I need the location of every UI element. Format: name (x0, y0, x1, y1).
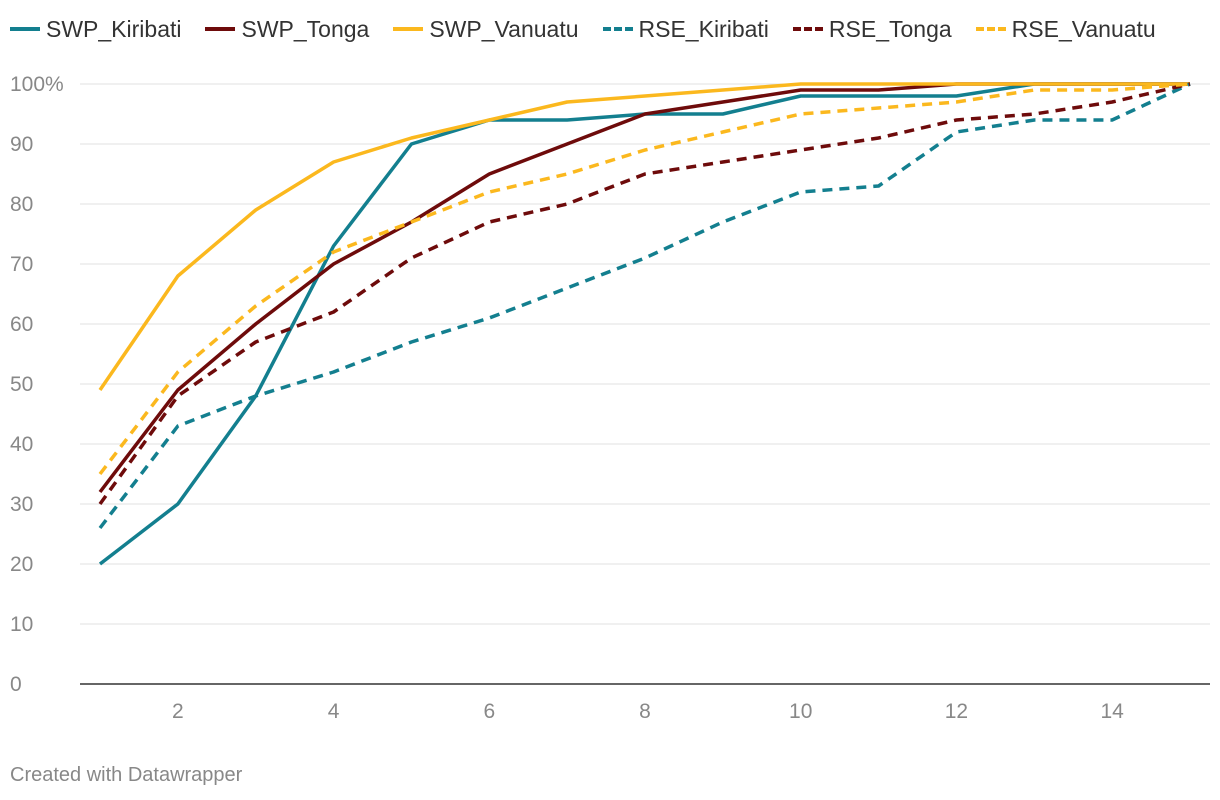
legend-swatch (393, 27, 424, 31)
legend-label: SWP_Vanuatu (429, 15, 579, 42)
y-tick-label-80: 80 (10, 193, 33, 216)
x-tick-label-4: 4 (328, 700, 340, 723)
legend-label: SWP_Tonga (241, 15, 370, 42)
legend-label: SWP_Kiribati (46, 15, 182, 42)
legend-item-swp-kiribati: SWP_Kiribati (10, 16, 181, 43)
x-tick-label-14: 14 (1100, 700, 1124, 723)
x-tick-label-6: 6 (483, 700, 495, 723)
y-tick-label-0: 0 (10, 673, 22, 696)
x-tick-label-8: 8 (639, 700, 651, 723)
x-tick-label-2: 2 (172, 700, 184, 723)
legend-swatch (205, 27, 236, 31)
y-tick-label-30: 30 (10, 493, 33, 516)
legend-swatch (975, 27, 1006, 31)
legend-item-rse-vanuatu: RSE_Vanuatu (975, 15, 1156, 43)
y-tick-label-50: 50 (10, 373, 33, 396)
legend-item-rse-tonga: RSE_Tonga (792, 15, 952, 43)
y-tick-label-20: 20 (10, 553, 33, 576)
legend-swatch (10, 27, 40, 31)
legend-swatch (792, 27, 823, 31)
x-tick-label-10: 10 (789, 700, 812, 723)
legend-item-swp-vanuatu: SWP_Vanuatu (393, 15, 579, 43)
legend-item-rse-kiribati: RSE_Kiribati (602, 15, 769, 43)
legend-label: RSE_Kiribati (638, 15, 769, 42)
y-tick-label-70: 70 (10, 253, 33, 276)
x-axis-tick-labels: 2 4 6 8 10 12 14 (172, 700, 1124, 723)
legend: SWP_Kiribati SWP_Tonga SWP_Vanuatu RSE_Kiri… (10, 12, 1180, 46)
series-line-rse-tonga (98, 82, 1191, 506)
series-line-swp-vanuatu (98, 82, 1190, 391)
series-line-rse-vanuatu (98, 82, 1191, 476)
x-tick-label-12: 12 (945, 700, 968, 723)
series-line-swp-tonga (98, 82, 1190, 494)
y-tick-label-40: 40 (10, 433, 33, 456)
line-chart: 0 10 20 30 40 50 60 70 80 90 100% 2 4 6 8 10 12 14 (10, 73, 1210, 723)
footer-credit: Created with Datawrapper (10, 764, 243, 786)
y-tick-label-90: 90 (10, 133, 33, 156)
legend-label: RSE_Tonga (828, 15, 952, 42)
y-tick-label-60: 60 (10, 313, 33, 336)
legend-swatch (602, 27, 633, 31)
legend-label: RSE_Vanuatu (1011, 15, 1156, 42)
y-tick-label-100: 100% (10, 73, 64, 96)
legend-item-swp-tonga: SWP_Tonga (205, 16, 369, 43)
series-lines (98, 82, 1191, 566)
y-axis-tick-labels: 0 10 20 30 40 50 60 70 80 90 100% (10, 73, 64, 696)
series-line-rse-kiribati (98, 82, 1191, 530)
y-gridlines (80, 83, 1210, 625)
y-tick-label-10: 10 (10, 613, 33, 636)
